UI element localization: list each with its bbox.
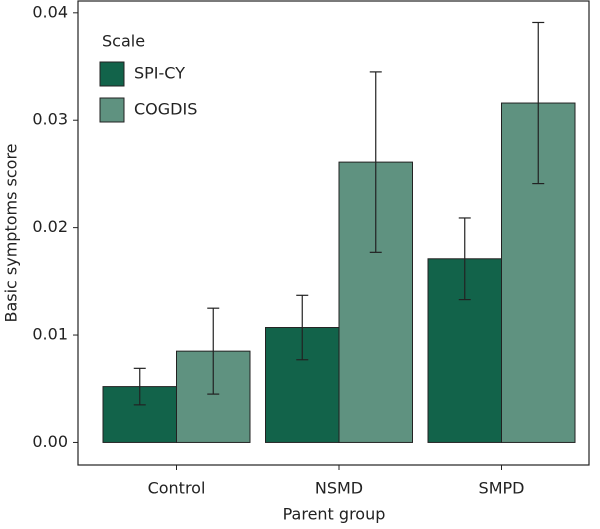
y-tick-label: 0.02: [32, 217, 68, 236]
legend-label: SPI-CY: [134, 64, 185, 83]
y-tick-label: 0.03: [32, 110, 68, 129]
error-bar: [369, 71, 382, 253]
y-tick-label: 0.04: [32, 2, 68, 21]
error-bar: [458, 217, 471, 301]
y-axis-label: Basic symptoms score: [2, 143, 21, 322]
legend-swatch: [99, 97, 125, 123]
error-bar: [207, 307, 220, 395]
x-tick-label: Control: [148, 479, 206, 498]
x-tick-label: NSMD: [315, 479, 363, 498]
legend-swatch: [99, 61, 125, 87]
legend-label: COGDIS: [134, 100, 197, 119]
y-tick-label: 0.00: [32, 432, 68, 451]
error-bar: [296, 294, 309, 361]
x-axis-label: Parent group: [283, 505, 386, 524]
error-bar: [133, 367, 146, 406]
y-tick-label: 0.01: [32, 325, 68, 344]
legend-title: Scale: [102, 32, 145, 51]
x-tick-label: SMPD: [479, 479, 525, 498]
error-bar: [532, 21, 545, 185]
